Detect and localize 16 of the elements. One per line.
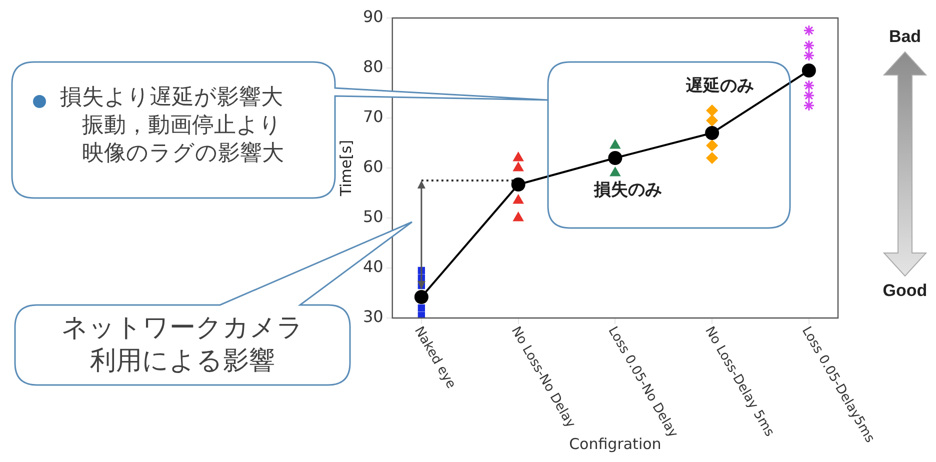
x-axis-title: Configration [569,434,662,453]
text: 損失より遅延が影響大 [60,84,284,112]
y-axis-title: Time[s] [336,140,355,198]
y-tick-label: 90 [363,7,384,26]
text: Bad [888,26,922,48]
y-tick-label: 70 [363,107,384,126]
y-tick-label: 80 [363,57,384,76]
y-tick-label: 40 [363,257,384,276]
text: ネットワークカメラ利用による影響 [60,312,304,377]
y-tick-label: 50 [363,207,384,226]
y-tick-label: 60 [363,157,384,176]
annotation: 損失のみ [592,180,663,202]
text: Good [882,280,928,302]
annotation: 遅延のみ [685,76,755,98]
text: 振動，動画停止より映像のラグの影響大 [82,112,285,167]
y-tick-label: 30 [363,307,384,326]
